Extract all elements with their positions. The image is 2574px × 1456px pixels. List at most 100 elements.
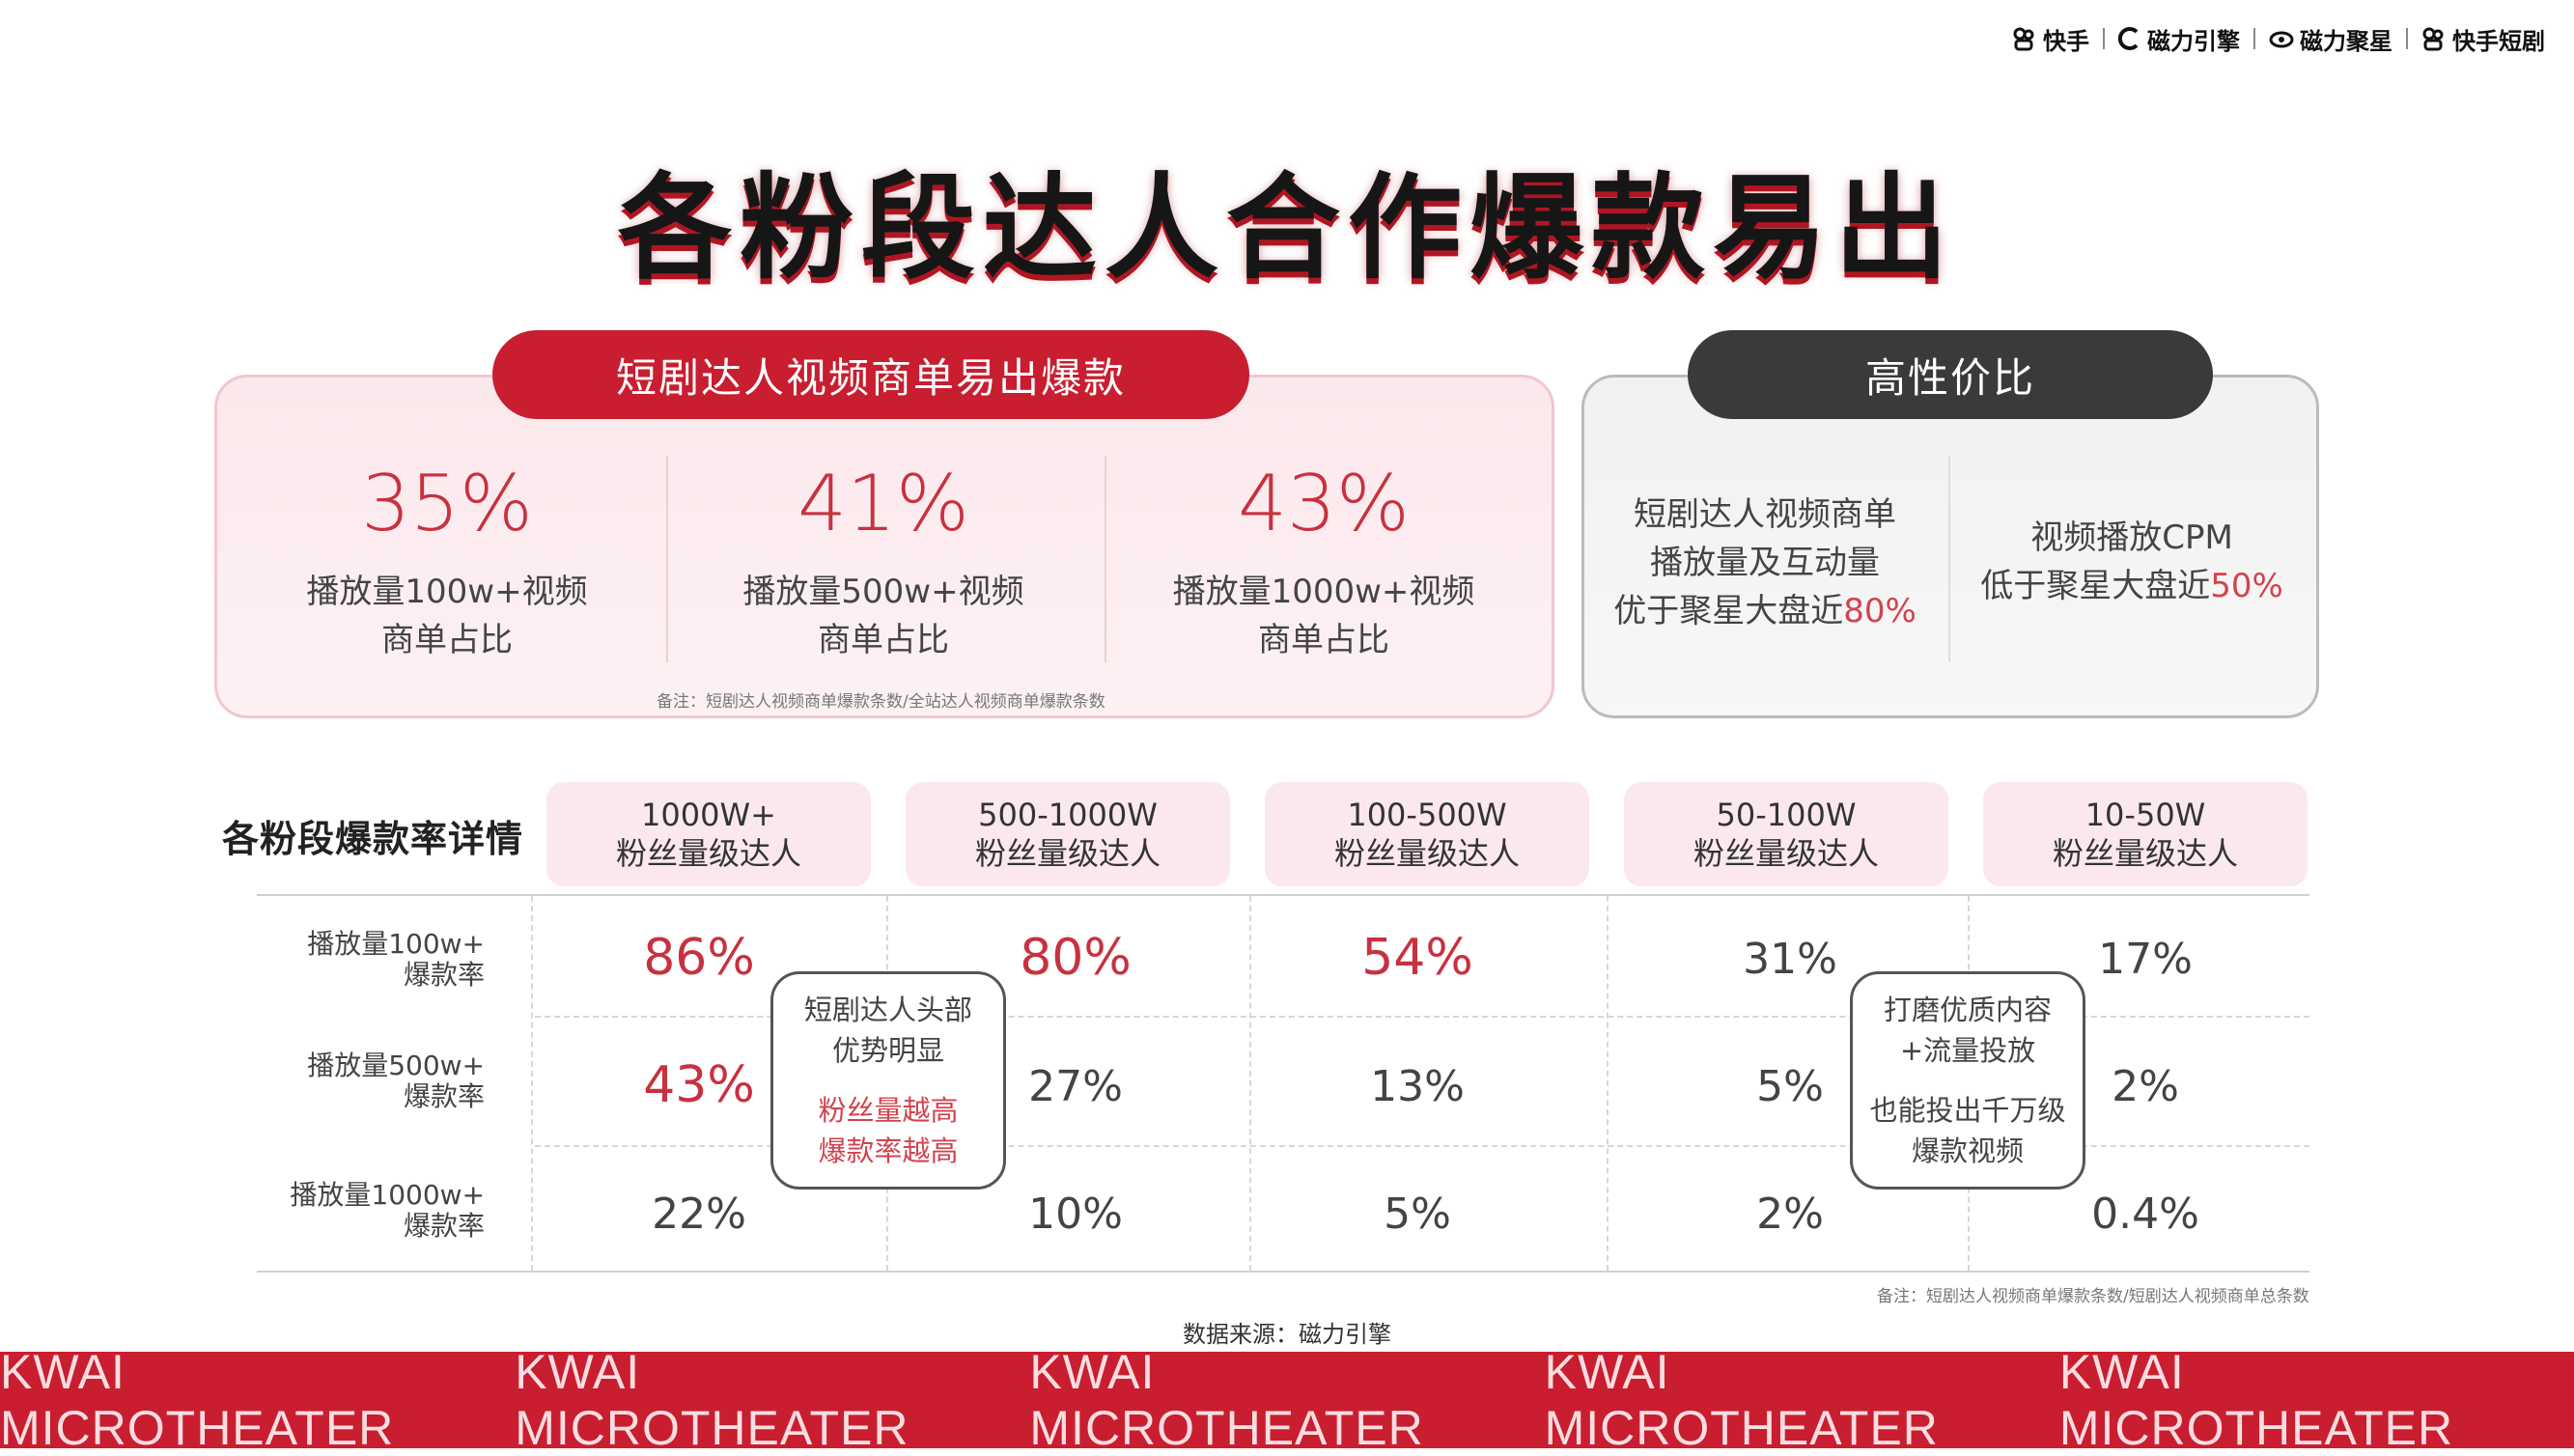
table-cell: 5% (1756, 1062, 1824, 1111)
brand-name: 快手 (2043, 27, 2089, 55)
column-header-line2: 粉丝量级达人 (2052, 835, 2238, 872)
column-header-1000w: 1000W+ 粉丝量级达人 (546, 782, 871, 886)
row-label-line2: 爆款率 (403, 1210, 485, 1242)
right-panel-divider (1948, 456, 1950, 662)
claim-highlight: 80% (1843, 592, 1917, 630)
row-label-line1: 播放量500w+ (307, 1050, 485, 1081)
claim-line2: 播放量及互动量 (1650, 544, 1880, 582)
callout-highlight: 粉丝量越高 (818, 1094, 959, 1127)
row-divider (535, 1016, 2309, 1018)
cost-effective-heading: 高性价比 (1688, 330, 2213, 419)
data-source: 数据来源：磁力引擎 (1183, 1321, 1391, 1348)
table-cell: 27% (1028, 1062, 1123, 1111)
column-header-line1: 10-50W (2084, 797, 2206, 833)
table-cell: 80% (1020, 929, 1132, 987)
footer-band: KWAI MICROTHEATER KWAI MICROTHEATER KWAI… (0, 1345, 2574, 1455)
table-cell: 13% (1370, 1062, 1465, 1111)
footer-band-text: KWAI MICROTHEATER (1544, 1345, 1939, 1455)
row-label-line2: 爆款率 (403, 1080, 485, 1112)
column-header-line1: 100-500W (1347, 797, 1507, 833)
brand-name: 磁力引擎 (2147, 27, 2240, 55)
stat-percent: 41% (797, 459, 969, 548)
cost-effective-panel (1581, 375, 2319, 718)
callout-line: +流量投放 (1899, 1034, 2036, 1067)
cili-engine-brand: 磁力引擎 (2118, 22, 2240, 56)
cili-star-logo-icon (2269, 31, 2294, 48)
stat-label: 播放量100w+视频 商单占比 (239, 568, 655, 664)
brand-divider (2103, 28, 2105, 49)
stat-label-line2: 商单占比 (381, 621, 513, 659)
callout-line: 打磨优质内容 (1883, 994, 2052, 1026)
stat-label: 播放量1000w+视频 商单占比 (1116, 568, 1531, 664)
column-header-line1: 50-100W (1716, 797, 1857, 833)
table-note: 备注：短剧达人视频商单爆款条数/短剧达人视频商单总条数 (1877, 1287, 2309, 1306)
stat-label: 播放量500w+视频 商单占比 (676, 568, 1091, 664)
stat-label-line2: 商单占比 (818, 621, 949, 659)
kuaishou-brand: 快手 (2012, 22, 2089, 56)
claim-line1: 视频播放CPM (2030, 518, 2233, 557)
stat-500w: 41% 播放量500w+视频 商单占比 (676, 465, 1091, 664)
callout-head-advantage: 短剧达人头部 优势明显 粉丝量越高 爆款率越高 (770, 971, 1006, 1190)
brand-divider (2253, 28, 2255, 49)
claim-text: 优于聚星大盘近 (1613, 592, 1844, 630)
column-header-line1: 500-1000W (978, 797, 1158, 833)
column-header-line2: 粉丝量级达人 (974, 835, 1161, 872)
cpm-claim: 视频播放CPM 低于聚星大盘近50% (1960, 514, 2304, 610)
table-top-rule (257, 894, 2309, 896)
claim-text: 低于聚星大盘近 (1980, 567, 2211, 605)
stat-label-line1: 播放量1000w+视频 (1172, 573, 1475, 611)
row-label-line1: 播放量100w+ (307, 928, 485, 960)
table-cell: 86% (643, 929, 755, 987)
column-header-line1: 1000W+ (641, 797, 776, 833)
column-header-line2: 粉丝量级达人 (615, 835, 801, 872)
claim-line2: 低于聚星大盘近50% (1960, 562, 2304, 610)
column-header-line2: 粉丝量级达人 (1333, 835, 1520, 872)
stat-label-line1: 播放量100w+视频 (306, 573, 588, 611)
table-cell: 2% (1756, 1190, 1824, 1239)
footer-band-text: KWAI MICROTHEATER (515, 1345, 909, 1455)
kuaishou-logo-icon (2013, 27, 2034, 51)
column-header-10-50w: 10-50W 粉丝量级达人 (1983, 782, 2308, 886)
cili-engine-logo-icon (2118, 27, 2139, 50)
callout-highlight: 爆款率越高 (818, 1134, 959, 1167)
column-header-100-500w: 100-500W 粉丝量级达人 (1265, 782, 1589, 886)
stat-1000w: 43% 播放量1000w+视频 商单占比 (1116, 465, 1531, 664)
footer-band-text: KWAI MICROTHEATER (1029, 1345, 1424, 1455)
stat-divider (666, 456, 668, 662)
column-header-line2: 粉丝量级达人 (1693, 835, 1879, 872)
brand-name: 快手短剧 (2452, 27, 2545, 55)
stat-divider (1105, 456, 1106, 662)
callout-line: 也能投出千万级 (1869, 1094, 2066, 1127)
column-divider (1607, 896, 1609, 1271)
footer-band-text: KWAI MICROTHEATER (2058, 1345, 2454, 1455)
stat-label-line2: 商单占比 (1258, 621, 1389, 659)
column-divider (1249, 896, 1251, 1271)
footer-band-text: KWAI MICROTHEATER (0, 1345, 395, 1455)
stat-percent: 43% (1238, 459, 1410, 548)
viral-orders-heading: 短剧达人视频商单易出爆款 (492, 330, 1249, 419)
table-cell: 0.4% (2091, 1190, 2199, 1239)
table-cell: 43% (643, 1056, 755, 1114)
claim-line3: 优于聚星大盘近80% (1593, 587, 1937, 635)
table-cell: 31% (1743, 935, 1837, 984)
row-divider (535, 1145, 2309, 1147)
claim-line1: 短剧达人视频商单 (1634, 495, 1896, 534)
row-label-100w: 播放量100w+ 爆款率 (257, 929, 485, 991)
table-label: 各粉段爆款率详情 (222, 818, 524, 860)
brand-name: 磁力聚星 (2300, 27, 2392, 55)
stat-100w: 35% 播放量100w+视频 商单占比 (239, 465, 655, 664)
table-cell: 22% (652, 1190, 746, 1239)
row-label-500w: 播放量500w+ 爆款率 (257, 1050, 485, 1112)
table-cell: 17% (2098, 935, 2193, 984)
row-label-line1: 播放量1000w+ (290, 1179, 485, 1211)
row-label-line2: 爆款率 (403, 959, 485, 991)
brand-divider (2406, 28, 2408, 49)
callout-line: 爆款视频 (1911, 1134, 2024, 1167)
cili-star-brand: 磁力聚星 (2269, 22, 2392, 56)
column-divider (531, 896, 533, 1271)
stat-label-line1: 播放量500w+视频 (742, 573, 1024, 611)
interaction-claim: 短剧达人视频商单 播放量及互动量 优于聚星大盘近80% (1593, 490, 1937, 635)
callout-quality-content: 打磨优质内容 +流量投放 也能投出千万级 爆款视频 (1850, 971, 2085, 1190)
table-cell: 2% (2112, 1062, 2179, 1111)
column-header-500-1000w: 500-1000W 粉丝量级达人 (906, 782, 1230, 886)
